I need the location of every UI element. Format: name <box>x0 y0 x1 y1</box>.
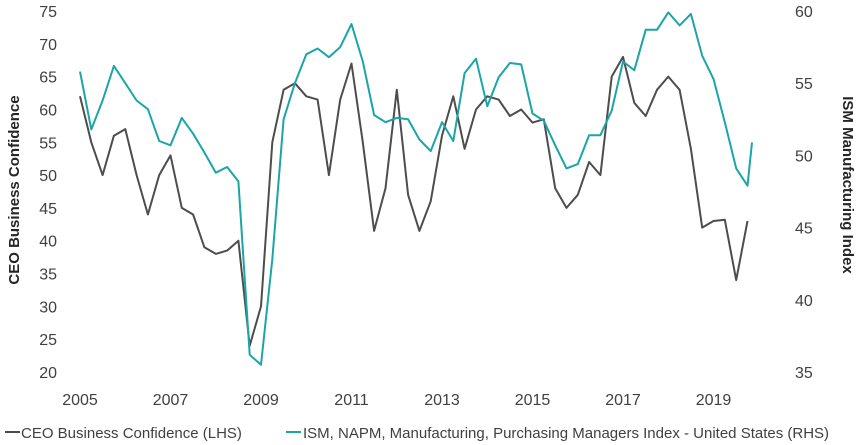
x-tick-label: 2009 <box>243 392 279 409</box>
left-tick-label: 35 <box>39 267 57 284</box>
left-tick-label: 75 <box>39 4 57 21</box>
left-tick-label: 70 <box>39 37 57 54</box>
left-tick-label: 50 <box>39 168 57 185</box>
x-tick-label: 2007 <box>153 392 189 409</box>
left-tick-label: 30 <box>39 299 57 316</box>
legend-label-ism: ISM, NAPM, Manufacturing, Purchasing Man… <box>303 425 829 442</box>
left-tick-label: 45 <box>39 201 57 218</box>
left-tick-label: 65 <box>39 70 57 87</box>
left-tick-label: 20 <box>39 365 57 382</box>
plot-area <box>79 11 753 366</box>
x-tick-label: 2017 <box>605 392 641 409</box>
left-tick-label: 60 <box>39 102 57 119</box>
legend-label-ceo: CEO Business Confidence (LHS) <box>21 425 242 442</box>
x-tick-label: 2015 <box>515 392 551 409</box>
left-axis-ticks: 20 25 30 35 40 45 50 55 60 65 70 75 <box>39 4 57 382</box>
right-tick-label: 45 <box>795 221 813 238</box>
right-axis-title: ISM Manufacturing Index <box>839 96 856 274</box>
right-tick-label: 35 <box>795 365 813 382</box>
legend: CEO Business Confidence (LHS) ISM, NAPM,… <box>5 425 829 442</box>
x-tick-label: 2011 <box>334 392 369 409</box>
left-tick-label: 25 <box>39 332 57 349</box>
left-axis-title: CEO Business Confidence <box>6 95 23 284</box>
right-tick-label: 60 <box>795 4 813 21</box>
x-axis-ticks: 2005 2007 2009 2011 2013 2015 2017 2019 <box>62 392 731 409</box>
left-tick-label: 55 <box>39 135 57 152</box>
x-tick-label: 2013 <box>424 392 460 409</box>
right-tick-label: 55 <box>795 76 813 93</box>
series-line-ceo-confidence <box>79 55 749 347</box>
right-axis-ticks: 35 40 45 50 55 60 <box>795 4 813 382</box>
x-tick-label: 2019 <box>696 392 732 409</box>
series-line-ism-index <box>79 11 753 366</box>
right-tick-label: 40 <box>795 293 813 310</box>
x-tick-label: 2005 <box>62 392 98 409</box>
left-tick-label: 40 <box>39 234 57 251</box>
right-tick-label: 50 <box>795 148 813 165</box>
